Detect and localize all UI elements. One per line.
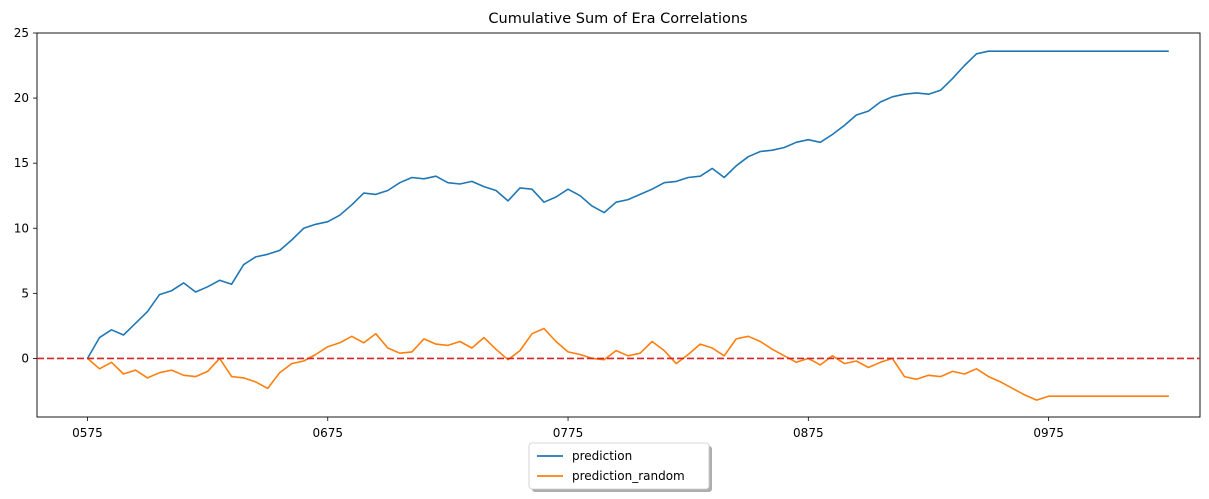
legend-label: prediction: [572, 449, 632, 463]
y-tick-label: 10: [14, 221, 29, 235]
y-tick-label: 25: [14, 26, 29, 40]
y-tick-label: 5: [21, 286, 29, 300]
chart-title: Cumulative Sum of Era Correlations: [488, 11, 747, 27]
x-tick-label: 0775: [553, 426, 584, 440]
series-line-prediction-random: [86, 327, 1169, 401]
legend-label: prediction_random: [572, 469, 685, 483]
y-tick-label: 0: [21, 351, 29, 365]
x-tick-label: 0675: [312, 426, 343, 440]
plot-area: 0 5 10 15 20 25 0575 0675 0775 0875 0975: [14, 26, 1201, 440]
plot-frame: [36, 32, 1201, 418]
x-tick-label: 0975: [1033, 426, 1064, 440]
legend-box: [528, 442, 710, 490]
legend: prediction prediction_random: [528, 442, 712, 492]
x-tick-label: 0875: [793, 426, 824, 440]
y-tick-label: 20: [14, 91, 29, 105]
y-tick-label: 15: [14, 156, 29, 170]
series-line-prediction: [86, 50, 1169, 359]
x-tick-label: 0575: [72, 426, 103, 440]
